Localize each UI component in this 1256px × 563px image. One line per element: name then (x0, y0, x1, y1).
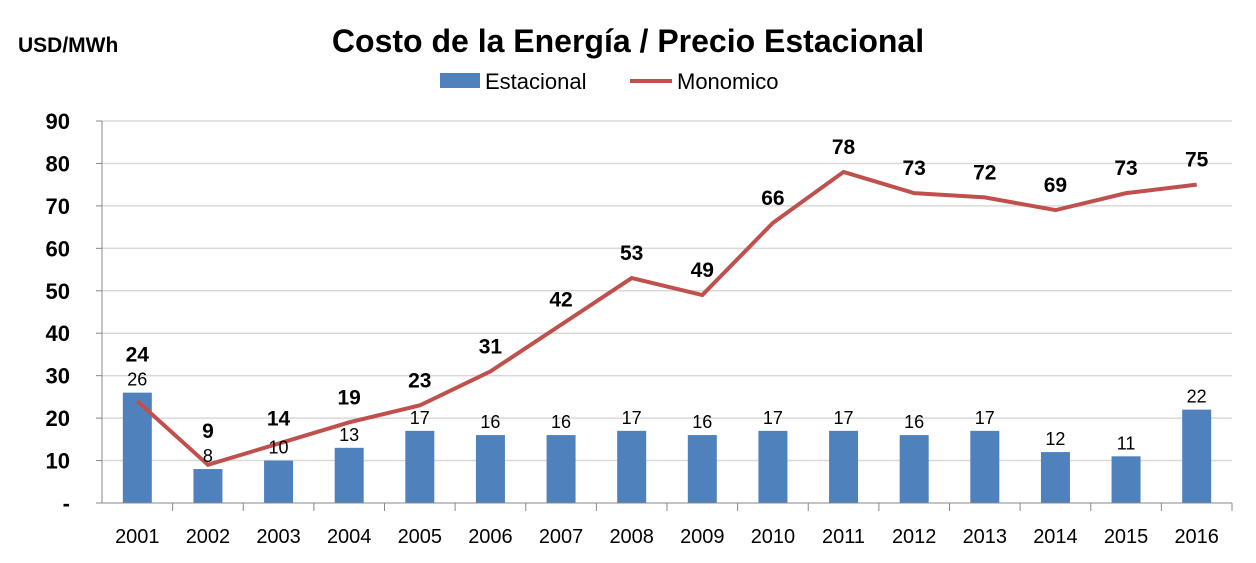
x-tick-label: 2006 (468, 526, 513, 548)
x-tick-label: 2012 (892, 526, 937, 548)
legend-swatch-estacional (440, 73, 480, 88)
line-label: 72 (973, 161, 996, 184)
y-tick-label: 80 (46, 151, 70, 176)
bar-estacional (405, 430, 435, 503)
x-tick-label: 2011 (822, 526, 865, 548)
line-label: 42 (549, 289, 572, 312)
line-label: 23 (408, 369, 431, 392)
bar-label: 13 (339, 425, 359, 445)
bar-label: 16 (904, 412, 924, 432)
bar-label: 16 (551, 412, 571, 432)
line-label: 66 (761, 187, 784, 210)
line-label: 73 (1114, 157, 1137, 180)
bar-estacional (899, 435, 929, 503)
bar-label: 17 (622, 408, 642, 428)
x-tick-label: 2002 (186, 526, 231, 548)
bar-estacional (1111, 456, 1141, 503)
bar-label: 17 (763, 408, 783, 428)
x-tick-label: 2010 (751, 526, 796, 548)
y-tick-label: 70 (46, 194, 70, 219)
line-label: 14 (267, 408, 291, 431)
x-tick-label: 2014 (1033, 526, 1078, 548)
bar-label: 22 (1187, 387, 1207, 407)
chart-title: Costo de la Energía / Precio Estacional (332, 23, 924, 59)
bar-estacional (1182, 409, 1212, 503)
bar-label: 17 (410, 408, 430, 428)
x-tick-label: 2016 (1174, 526, 1219, 548)
bar-label: 16 (692, 412, 712, 432)
bar-estacional (687, 435, 717, 503)
bar-estacional (475, 435, 505, 503)
x-tick-label: 2007 (539, 526, 584, 548)
line-label: 78 (832, 136, 856, 159)
y-tick-label: 10 (46, 449, 70, 474)
legend-label-estacional: Estacional (485, 69, 587, 94)
x-tick-label: 2015 (1104, 526, 1149, 548)
line-label: 53 (620, 242, 643, 265)
bar-estacional (970, 430, 1000, 503)
line-label: 19 (338, 386, 361, 409)
bar-label: 17 (834, 408, 854, 428)
y-tick-label: 20 (46, 406, 70, 431)
bar-label: 26 (127, 370, 147, 390)
bar-label: 16 (480, 412, 500, 432)
bar-estacional (829, 430, 859, 503)
line-label: 9 (202, 420, 214, 443)
line-label: 75 (1185, 149, 1209, 172)
bar-estacional (1040, 452, 1070, 503)
x-tick-label: 2013 (963, 526, 1008, 548)
bar-estacional (264, 460, 294, 503)
x-tick-label: 2009 (680, 526, 725, 548)
legend-label-monomico: Monomico (677, 69, 778, 94)
x-tick-label: 2003 (256, 526, 301, 548)
bar-estacional (334, 447, 364, 503)
y-tick-label: - (63, 491, 70, 516)
y-tick-label: 40 (46, 321, 70, 346)
bar-estacional (758, 430, 788, 503)
y-axis-label: USD/MWh (18, 34, 118, 57)
bar-estacional (617, 430, 647, 503)
y-tick-label: 90 (46, 109, 70, 134)
line-label: 24 (126, 344, 150, 367)
y-tick-label: 50 (46, 279, 70, 304)
bar-label: 8 (203, 446, 213, 466)
x-tick-label: 2004 (327, 526, 372, 548)
x-tick-label: 2001 (115, 526, 160, 548)
y-tick-label: 60 (46, 236, 70, 261)
bar-label: 10 (269, 438, 289, 458)
x-tick-label: 2008 (609, 526, 654, 548)
line-monomico (135, 169, 1197, 468)
bar-label: 12 (1045, 429, 1065, 449)
line-label: 73 (903, 157, 926, 180)
bar-estacional (546, 435, 576, 503)
x-tick-label: 2005 (398, 526, 443, 548)
line-label: 49 (691, 259, 714, 282)
y-tick-label: 30 (46, 364, 70, 389)
line-label: 31 (479, 335, 503, 358)
line-label: 69 (1044, 174, 1067, 197)
bar-estacional (193, 469, 223, 503)
bar-label: 11 (1117, 433, 1136, 453)
bar-label: 17 (975, 408, 995, 428)
